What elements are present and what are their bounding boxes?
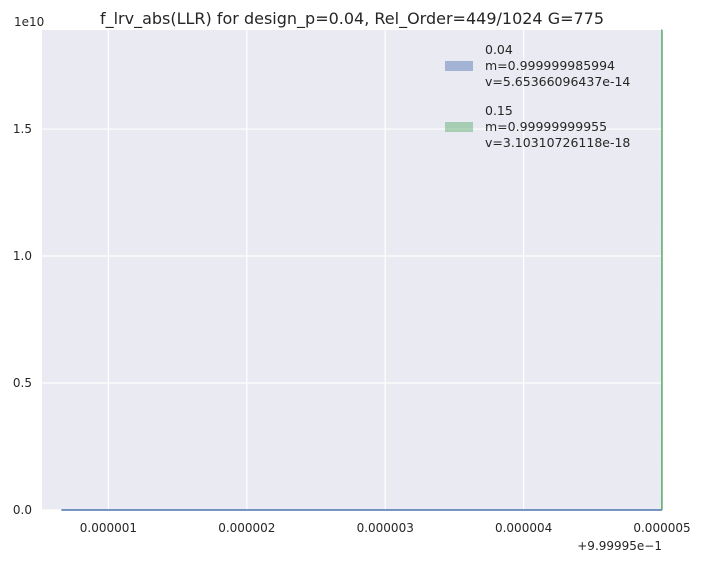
legend-label: 0.15 [485, 103, 513, 118]
chart-title: f_lrv_abs(LLR) for design_p=0.04, Rel_Or… [100, 9, 604, 29]
x-tick-label: 0.000002 [218, 521, 275, 535]
legend-swatch [445, 61, 473, 71]
series-layer [61, 29, 663, 511]
legend: 0.04 m=0.999999985994 v=5.65366096437e-1… [445, 42, 630, 150]
y-tick-label: 0.0 [13, 503, 32, 517]
x-tick-labels: 0.000001 0.000002 0.000003 0.000004 0.000005 [80, 521, 691, 535]
x-offset-label: +9.99995e−1 [577, 539, 662, 553]
legend-label: m=0.999999985994 [485, 58, 615, 73]
x-tick-label: 0.000001 [80, 521, 137, 535]
y-tick-label: 0.5 [13, 376, 32, 390]
x-tick-label: 0.000003 [357, 521, 414, 535]
y-tick-label: 1.0 [13, 249, 32, 263]
legend-swatch [445, 122, 473, 132]
y-tick-labels: 0.0 0.5 1.0 1.5 [13, 122, 32, 517]
x-tick-label: 0.000005 [633, 521, 690, 535]
y-tick-label: 1.5 [13, 122, 32, 136]
x-tick-label: 0.000004 [495, 521, 552, 535]
legend-label: v=5.65366096437e-14 [485, 74, 630, 89]
legend-label: v=3.10310726118e-18 [485, 135, 630, 150]
legend-label: m=0.99999999955 [485, 119, 607, 134]
legend-label: 0.04 [485, 42, 513, 57]
plot-background [42, 30, 662, 510]
y-scale-label: 1e10 [14, 15, 44, 29]
